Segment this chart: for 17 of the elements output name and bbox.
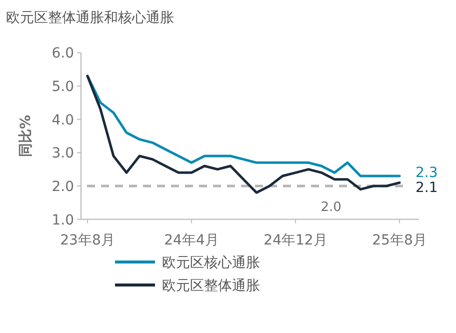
y-tick-label: 5.0	[52, 79, 74, 96]
y-tick-label: 3.0	[52, 146, 74, 162]
ref-line-label: 2.0	[320, 200, 342, 215]
x-tick-label: 23年8月	[60, 232, 115, 248]
y-tick-label: 2.0	[52, 178, 74, 195]
legend-label: 欧元区核心通胀	[162, 255, 260, 271]
data-label: 2.3	[416, 164, 438, 181]
x-tick-label: 25年8月	[372, 232, 427, 248]
x-tick-label: 24年4月	[164, 232, 219, 248]
y-tick-label: 6.0	[52, 46, 74, 62]
x-tick-label: 24年12月	[264, 232, 328, 248]
y-tick-label: 4.0	[52, 112, 74, 128]
data-label: 2.1	[416, 180, 438, 196]
legend-label: 欧元区整体通胀	[162, 278, 260, 294]
y-tick-label: 1.0	[52, 212, 74, 228]
chart-title: 欧元区整体通胀和核心通胀	[6, 10, 174, 26]
y-axis-title: 同比%	[18, 114, 34, 158]
